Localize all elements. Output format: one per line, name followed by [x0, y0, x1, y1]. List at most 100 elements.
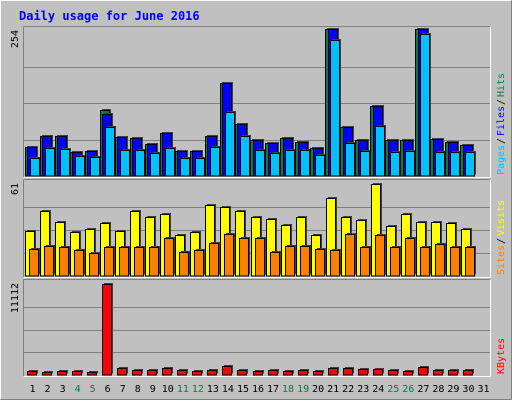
legend-entry-sites: Sites [496, 245, 507, 275]
x-tick-label: 21 [327, 384, 339, 395]
bar-pages-day-30 [465, 152, 475, 177]
legend-visits-sites: Sites/ Visits [496, 200, 507, 275]
legend-entry-pages: Pages [496, 145, 507, 175]
x-axis-labels: 1 2 3 4 5 6 7 8 9 10 11 12 13 14 15 16 17 18 19 20 21 22 23 24 2… [30, 384, 490, 395]
panel-kbytes: 11112 KBytes [10, 279, 507, 377]
legend-kbytes: KBytes [496, 338, 507, 374]
bar-pages-day-11 [180, 158, 190, 177]
legend-separator: / [496, 99, 507, 105]
bar-sites-day-12 [194, 250, 204, 277]
scale-label: 11112 [10, 283, 21, 313]
x-tick-label: 7 [120, 384, 126, 395]
bar-sites-day-4 [74, 250, 84, 277]
scale-label: 254 [10, 30, 21, 48]
bar-pages-day-20 [315, 155, 325, 177]
x-tick-label: 22 [342, 384, 354, 395]
bar-sites-day-28 [435, 244, 445, 277]
bar-sites-day-19 [300, 246, 310, 277]
x-tick-label: 27 [417, 384, 429, 395]
bar-kbytes-day-11 [177, 370, 187, 376]
bar-pages-day-28 [435, 152, 445, 177]
bar-pages-day-29 [450, 152, 460, 177]
bar-pages-day-5 [90, 157, 100, 177]
bar-kbytes-day-23 [358, 369, 368, 376]
bar-sites-day-21 [330, 250, 340, 277]
bar-kbytes-day-15 [237, 370, 247, 376]
legend-separator: / [496, 138, 507, 144]
bar-sites-day-18 [285, 246, 295, 277]
bar-pages-day-12 [195, 158, 205, 177]
legend-entry-visits: Visits [496, 200, 507, 236]
x-tick-label: 20 [312, 384, 324, 395]
x-tick-label: 5 [90, 384, 96, 395]
scale-label: 61 [10, 183, 21, 195]
bar-kbytes-day-13 [207, 370, 217, 376]
bar-kbytes-day-8 [132, 370, 142, 376]
x-tick-label: 9 [150, 384, 156, 395]
bar-kbytes-day-26 [403, 371, 413, 376]
bar-sites-day-10 [164, 238, 174, 277]
bar-kbytes-day-25 [388, 370, 398, 376]
bar-sites-day-16 [255, 238, 265, 277]
bar-sites-day-26 [405, 238, 415, 277]
bar-kbytes-day-7 [117, 368, 127, 376]
x-tick-label: 13 [207, 384, 219, 395]
bar-pages-day-2 [45, 148, 55, 177]
bar-kbytes-day-17 [268, 370, 278, 376]
bar-kbytes-day-20 [313, 371, 323, 376]
bar-sites-day-14 [224, 234, 234, 277]
legend-entry-kbytes: KBytes [496, 338, 507, 374]
x-tick-label: 10 [162, 384, 174, 395]
x-tick-label: 24 [372, 384, 384, 395]
bar-kbytes-day-12 [192, 371, 202, 376]
x-tick-label: 28 [432, 384, 444, 395]
bar-kbytes-day-16 [253, 371, 263, 376]
bar-pages-day-1 [30, 158, 40, 177]
bar-kbytes-day-6 [102, 284, 112, 376]
bar-kbytes-day-29 [448, 370, 458, 376]
bar-pages-day-19 [300, 150, 310, 177]
x-tick-label: 23 [357, 384, 369, 395]
bar-kbytes-day-5 [87, 372, 97, 376]
legend-hits-files-pages: Pages/Files/Hits [496, 73, 507, 175]
legend-entry-hits: Hits [496, 73, 507, 97]
bar-sites-day-8 [134, 247, 144, 277]
bar-sites-day-5 [89, 253, 99, 277]
x-tick-label: 2 [45, 384, 51, 395]
bar-kbytes-day-28 [433, 370, 443, 376]
bar-pages-day-10 [165, 148, 175, 177]
panel-kbytes-area [24, 280, 490, 376]
x-tick-label: 14 [222, 384, 234, 395]
bar-sites-day-25 [390, 247, 400, 277]
bar-sites-day-29 [450, 247, 460, 277]
bar-sites-day-13 [209, 243, 219, 277]
bar-kbytes-day-24 [373, 369, 383, 376]
bar-pages-day-4 [75, 156, 85, 177]
bar-pages-day-6 [105, 127, 115, 177]
bar-kbytes-day-21 [328, 368, 338, 376]
x-tick-label: 30 [462, 384, 474, 395]
bar-pages-day-15 [240, 136, 250, 177]
bar-sites-day-1 [29, 249, 39, 277]
bar-kbytes-day-22 [343, 368, 353, 376]
bar-pages-day-18 [285, 150, 295, 177]
bar-kbytes-day-27 [418, 367, 428, 376]
bar-pages-day-21 [330, 40, 340, 177]
bar-pages-day-23 [360, 151, 370, 177]
bar-sites-day-6 [104, 247, 114, 277]
chart-title: Daily usage for June 2016 [19, 9, 200, 23]
bar-sites-day-11 [179, 252, 189, 277]
x-tick-label: 29 [447, 384, 459, 395]
x-tick-label: 1 [30, 384, 36, 395]
bar-kbytes-day-4 [72, 371, 82, 376]
bar-sites-day-30 [465, 247, 475, 277]
bar-pages-day-22 [345, 143, 355, 177]
bar-pages-day-7 [120, 150, 130, 177]
bar-kbytes-day-30 [463, 370, 473, 376]
bar-sites-day-17 [270, 252, 280, 277]
bar-pages-day-8 [135, 150, 145, 177]
bar-sites-day-9 [149, 247, 159, 277]
